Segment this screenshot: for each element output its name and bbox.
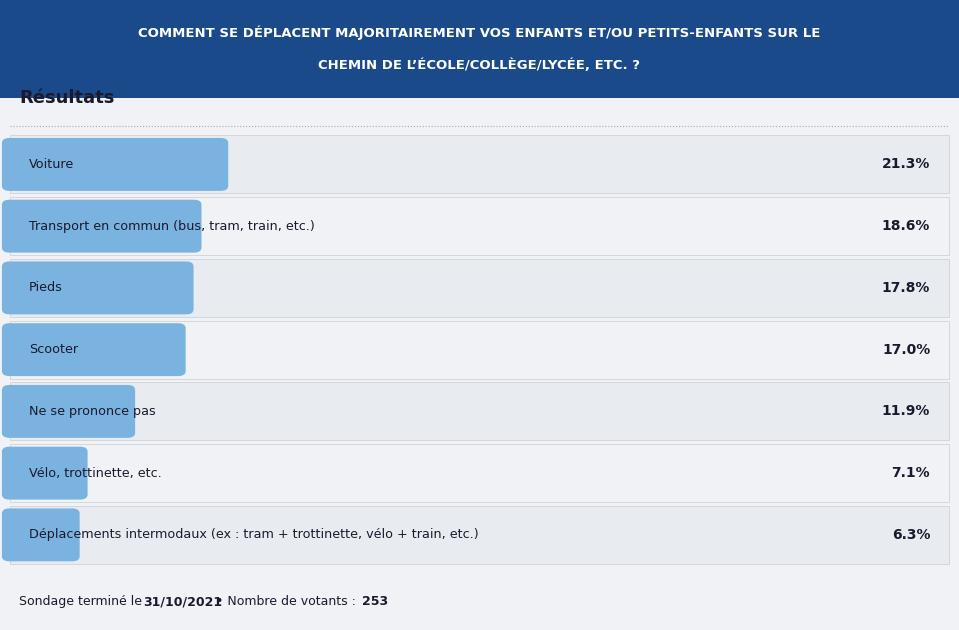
FancyBboxPatch shape — [2, 447, 87, 500]
Text: 21.3%: 21.3% — [882, 158, 930, 171]
Text: CHEMIN DE L’ÉCOLE/COLLÈGE/LYCÉE, ETC. ?: CHEMIN DE L’ÉCOLE/COLLÈGE/LYCÉE, ETC. ? — [318, 59, 641, 72]
FancyBboxPatch shape — [2, 323, 186, 376]
Text: Résultats: Résultats — [19, 89, 114, 106]
Text: 17.0%: 17.0% — [882, 343, 930, 357]
FancyBboxPatch shape — [10, 259, 949, 317]
Text: • Nombre de votants :: • Nombre de votants : — [212, 595, 360, 608]
FancyBboxPatch shape — [0, 0, 959, 98]
FancyBboxPatch shape — [10, 135, 949, 193]
Text: 11.9%: 11.9% — [882, 404, 930, 418]
Text: Voiture: Voiture — [29, 158, 74, 171]
Text: COMMENT SE DÉPLACENT MAJORITAIREMENT VOS ENFANTS ET/OU PETITS-ENFANTS SUR LE: COMMENT SE DÉPLACENT MAJORITAIREMENT VOS… — [138, 25, 821, 40]
Text: Vélo, trottinette, etc.: Vélo, trottinette, etc. — [29, 467, 161, 479]
Text: 18.6%: 18.6% — [882, 219, 930, 233]
FancyBboxPatch shape — [10, 321, 949, 379]
Text: Transport en commun (bus, tram, train, etc.): Transport en commun (bus, tram, train, e… — [29, 220, 315, 232]
Text: 7.1%: 7.1% — [892, 466, 930, 480]
FancyBboxPatch shape — [2, 508, 80, 561]
Text: Sondage terminé le: Sondage terminé le — [19, 595, 146, 608]
Text: 31/10/2021: 31/10/2021 — [143, 595, 222, 608]
Text: Pieds: Pieds — [29, 282, 62, 294]
Text: Scooter: Scooter — [29, 343, 78, 356]
FancyBboxPatch shape — [2, 200, 201, 253]
Text: 17.8%: 17.8% — [882, 281, 930, 295]
Text: 253: 253 — [363, 595, 388, 608]
FancyBboxPatch shape — [10, 444, 949, 502]
Text: 6.3%: 6.3% — [892, 528, 930, 542]
FancyBboxPatch shape — [2, 385, 135, 438]
FancyBboxPatch shape — [2, 138, 228, 191]
FancyBboxPatch shape — [2, 261, 194, 314]
FancyBboxPatch shape — [10, 197, 949, 255]
Text: Déplacements intermodaux (ex : tram + trottinette, vélo + train, etc.): Déplacements intermodaux (ex : tram + tr… — [29, 529, 479, 541]
FancyBboxPatch shape — [10, 506, 949, 564]
Text: Ne se prononce pas: Ne se prononce pas — [29, 405, 155, 418]
FancyBboxPatch shape — [10, 382, 949, 440]
